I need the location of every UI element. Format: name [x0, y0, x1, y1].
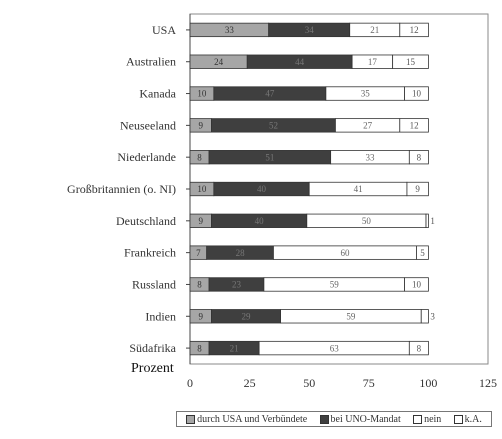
category-label: Russland [132, 277, 176, 291]
x-tick-label: 25 [244, 376, 256, 390]
data-label: 40 [257, 184, 267, 194]
data-label: 8 [197, 343, 202, 353]
data-label: 10 [412, 280, 422, 290]
legend-item-nein: nein [413, 414, 441, 425]
category-label: Frankreich [124, 246, 176, 260]
bar-segment [392, 54, 429, 69]
data-label: 33 [225, 25, 235, 35]
bar-segment [399, 22, 429, 38]
data-label: 9 [198, 121, 203, 131]
bar-segment [425, 213, 429, 228]
legend-label-usa: durch USA und Verbündete [197, 413, 308, 425]
legend-item-usa: durch USA und Verbündete [186, 414, 307, 425]
x-tick-label: 100 [419, 376, 437, 390]
category-label: Südafrika [129, 341, 176, 355]
data-label: 24 [214, 57, 224, 67]
data-label: 29 [242, 311, 252, 321]
data-label: 10 [197, 184, 207, 194]
category-label: Neuseeland [120, 118, 176, 132]
data-label: 15 [406, 57, 416, 67]
data-label: 21 [230, 343, 239, 353]
data-label: 7 [196, 248, 201, 258]
data-label: 51 [265, 152, 274, 162]
legend-label-nein: nein [424, 413, 442, 425]
legend: durch USA und Verbündete bei UNO-Mandat … [176, 411, 492, 427]
category-label: Australien [126, 55, 176, 69]
data-label: 10 [412, 89, 422, 99]
legend-swatch-nein [413, 414, 423, 424]
data-label: 3 [430, 311, 435, 321]
category-label: Niederlande [117, 150, 176, 164]
x-tick-label: 75 [363, 376, 375, 390]
data-label: 60 [340, 248, 350, 258]
data-label: 8 [197, 280, 202, 290]
category-label: Deutschland [116, 214, 176, 228]
bar-segment [404, 86, 429, 101]
data-label: 33 [365, 152, 375, 162]
bar-segment [406, 181, 429, 197]
data-label: 35 [361, 89, 371, 99]
x-tick-label: 125 [479, 376, 497, 390]
data-label: 8 [197, 152, 202, 162]
data-label: 23 [232, 280, 242, 290]
bar-segment [404, 277, 429, 292]
legend-label-uno: bei UNO-Mandat [330, 413, 401, 425]
y-axis-label: Prozent [131, 361, 174, 376]
data-label: 5 [420, 248, 425, 258]
bar-segment [420, 309, 429, 324]
legend-swatch-uno [319, 414, 329, 424]
legend-label-ka: k.A. [464, 413, 482, 425]
data-label: 8 [417, 343, 422, 353]
legend-swatch-ka [453, 414, 463, 424]
data-label: 28 [236, 248, 246, 258]
bar-segment [408, 340, 429, 356]
category-label: Indien [145, 309, 176, 323]
data-label: 50 [362, 216, 372, 226]
data-label: 12 [410, 25, 419, 35]
data-label: 44 [295, 57, 305, 67]
data-label: 17 [368, 57, 378, 67]
bar-segment [408, 150, 429, 165]
data-label: 59 [330, 280, 340, 290]
data-label: 9 [198, 311, 203, 321]
x-tick-label: 50 [303, 376, 315, 390]
data-label: 59 [346, 311, 356, 321]
data-label: 27 [363, 121, 373, 131]
category-label: USA [152, 23, 176, 37]
bar-segment [399, 118, 429, 133]
data-label: 52 [269, 121, 278, 131]
category-label: Kanada [139, 87, 176, 101]
x-tick-label: 0 [187, 376, 193, 390]
bar-segment [416, 245, 429, 260]
data-label: 8 [417, 152, 422, 162]
data-label: 9 [415, 184, 420, 194]
legend-swatch-usa [186, 414, 196, 424]
data-label: 12 [410, 121, 419, 131]
data-label: 9 [198, 216, 203, 226]
data-label: 41 [354, 184, 363, 194]
legend-item-ka: k.A. [453, 413, 482, 425]
data-label: 34 [305, 25, 315, 35]
data-label: 40 [255, 216, 265, 226]
category-label: Großbritannien (o. NI) [67, 182, 176, 196]
data-label: 10 [197, 89, 207, 99]
data-label: 1 [430, 216, 435, 226]
data-label: 21 [370, 25, 379, 35]
legend-item-uno: bei UNO-Mandat [319, 413, 401, 425]
data-label: 47 [265, 89, 275, 99]
data-label: 63 [330, 343, 340, 353]
